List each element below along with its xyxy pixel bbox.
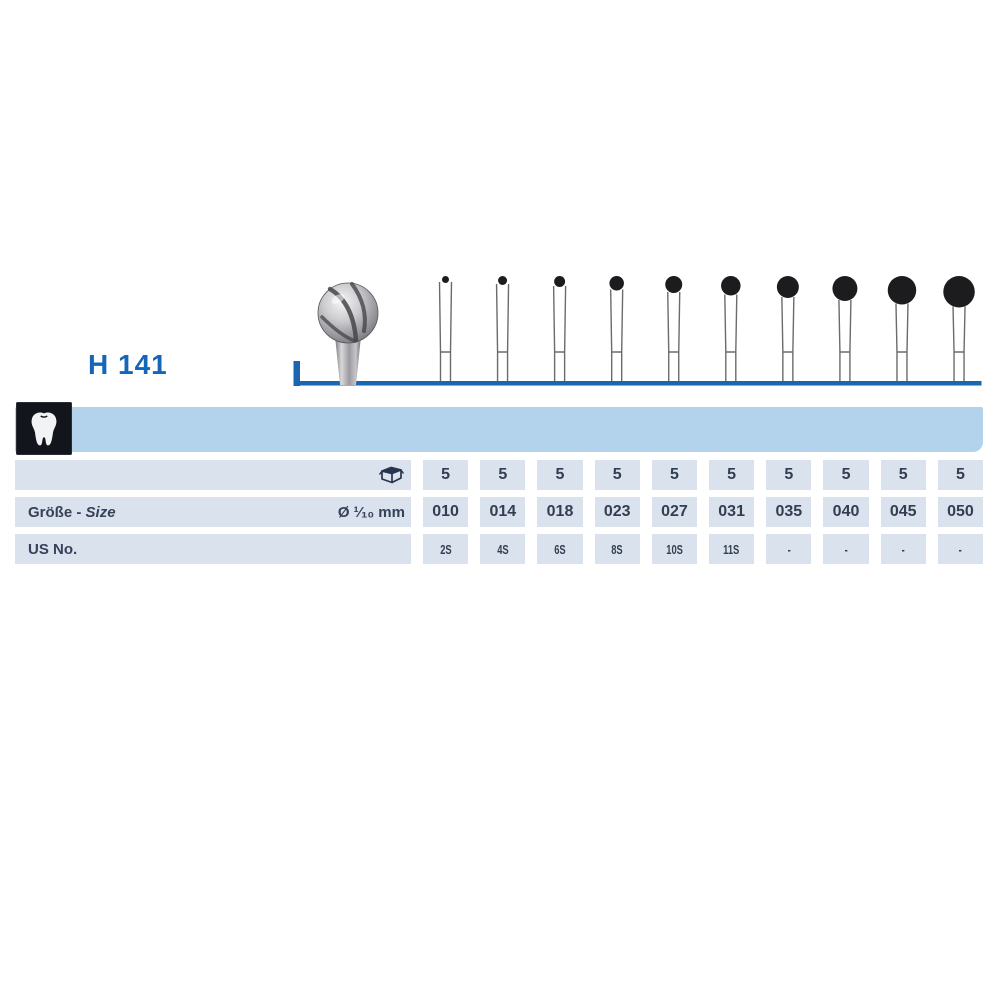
usno-cell: 2S [423, 534, 469, 564]
row-label-size: Größe - Size Ø ¹⁄₁₀ mm [15, 497, 411, 527]
qty-cell: 5 [537, 460, 583, 490]
qty-cell: 5 [709, 460, 755, 490]
qty-cell: 5 [766, 460, 812, 490]
bur-row [438, 276, 975, 381]
bur-shank [552, 285, 567, 381]
row-label-quantity [15, 460, 411, 490]
size-cell: 031 [709, 497, 755, 527]
usno-cell: - [766, 534, 812, 564]
usno-cell: 6S [537, 534, 583, 564]
size-cell: 018 [537, 497, 583, 527]
usno-cell: 10S [651, 534, 698, 564]
qty-cell: 5 [880, 460, 926, 490]
qty-cell: 5 [423, 460, 469, 490]
bur-head [943, 276, 975, 308]
bur-shank [609, 289, 624, 381]
bur-head [887, 276, 917, 305]
bur-shank [952, 306, 966, 381]
baseline-l-mark [293, 361, 982, 386]
package-icon [378, 466, 405, 484]
qty-cell: 5 [937, 460, 984, 490]
bur-head [554, 276, 566, 287]
qty-cell: 5 [594, 460, 640, 490]
qty-cell: 5 [823, 460, 869, 490]
bur-shank [895, 303, 909, 381]
size-cell: 050 [937, 497, 984, 527]
table-header-band [15, 407, 983, 452]
bur-shank [724, 294, 738, 381]
usno-cell: - [823, 534, 869, 564]
product-code: H 141 [88, 349, 168, 380]
size-cell: 040 [823, 497, 869, 527]
bur-shank [438, 281, 453, 381]
usno-cell: - [937, 534, 984, 564]
bur-head [721, 276, 741, 296]
table-row-size: Größe - Size Ø ¹⁄₁₀ mm 010 014 018 023 0… [15, 497, 984, 527]
size-cell: 035 [766, 497, 812, 527]
bur-head [665, 276, 683, 293]
bur-shank [667, 291, 681, 381]
size-cell: 027 [651, 497, 698, 527]
size-cell: 014 [480, 497, 526, 527]
bur-shank [781, 296, 795, 381]
bur-head [832, 276, 858, 301]
bur-head [776, 276, 799, 298]
qty-cell: 5 [480, 460, 526, 490]
featured-bur-illustration [317, 282, 379, 385]
size-cell: 023 [594, 497, 640, 527]
table-row-us-number: US No. 2S 4S 6S 8S 10S 11S - - - - [15, 534, 984, 564]
size-cell: 010 [423, 497, 469, 527]
usno-cell: 11S [709, 534, 755, 564]
usno-cell: 8S [594, 534, 640, 564]
table-row-quantity: 5 5 5 5 5 5 5 5 5 5 [15, 460, 984, 490]
bur-shank [495, 283, 510, 381]
tooth-logo-icon [31, 411, 57, 445]
bur-head [609, 276, 624, 291]
size-label: Größe - Size [28, 503, 116, 521]
qty-cell: 5 [651, 460, 698, 490]
usno-cell: - [880, 534, 926, 564]
diameter-unit: Ø ¹⁄₁₀ mm [337, 503, 405, 521]
usno-cell: 4S [480, 534, 526, 564]
bur-head [498, 276, 508, 285]
brand-logo [16, 402, 72, 455]
bur-head [442, 276, 449, 283]
row-label-us-number: US No. [15, 534, 411, 564]
size-cell: 045 [880, 497, 926, 527]
bur-shank [838, 299, 852, 381]
